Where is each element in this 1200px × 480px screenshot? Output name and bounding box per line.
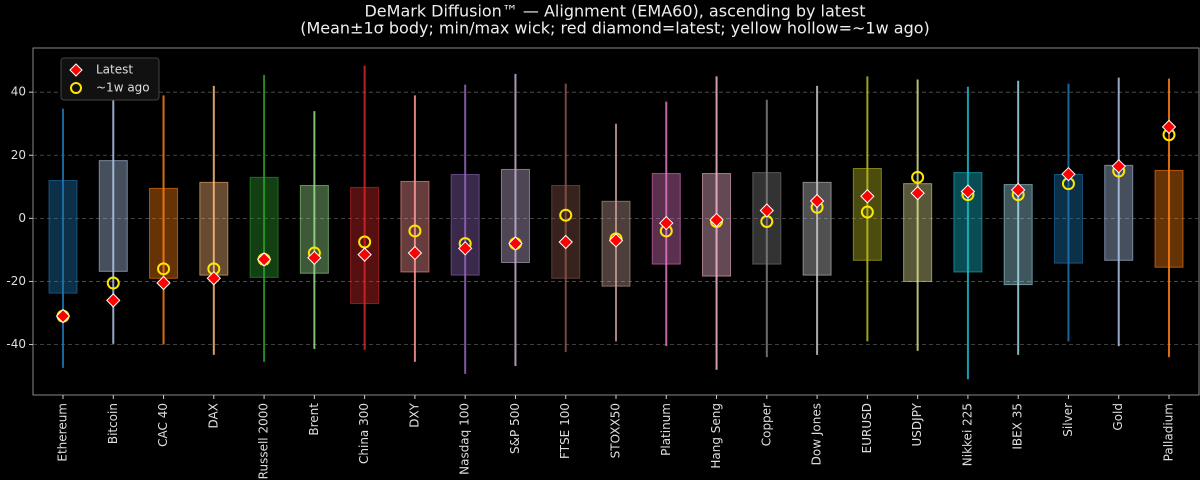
sigma-box	[48, 179, 78, 294]
latest-marker	[407, 245, 423, 261]
x-tick-label: IBEX 35	[1011, 403, 1025, 450]
latest-marker	[1061, 166, 1076, 182]
sigma-box	[802, 181, 832, 276]
x-tick-label: FTSE 100	[558, 403, 572, 459]
sigma-box	[1053, 173, 1083, 264]
latest-marker	[558, 234, 573, 250]
chart-title: DeMark Diffusion™ — Alignment (EMA60), a…	[364, 2, 865, 21]
x-tick-label: S&P 500	[508, 403, 522, 454]
x-tick-label: CAC 40	[156, 403, 170, 447]
sigma-box	[1003, 184, 1033, 286]
latest-marker	[206, 271, 222, 286]
latest-marker	[55, 308, 71, 324]
x-tick-label: USDJPY	[910, 402, 924, 446]
latest-marker	[759, 203, 775, 218]
x-tick-label: Gold	[1111, 403, 1125, 431]
week-ago-marker	[860, 205, 874, 219]
y-tick-label: 20	[11, 148, 26, 162]
latest-marker	[307, 250, 322, 265]
y-tick-label: -40	[6, 337, 26, 351]
x-tick-label: Silver	[1061, 403, 1075, 437]
week-ago-marker	[106, 276, 120, 290]
legend-marker	[69, 63, 83, 77]
x-tick-label: Nikkei 225	[960, 403, 974, 466]
latest-marker	[809, 193, 825, 209]
legend-label: ~1w ago	[96, 81, 150, 95]
sigma-box	[1154, 169, 1184, 268]
x-tick-label: Platinum	[659, 403, 673, 456]
latest-marker	[709, 212, 724, 228]
legend-box	[60, 57, 160, 101]
legend-marker	[70, 82, 82, 94]
legend-label: Latest	[96, 63, 133, 77]
sigma-box	[98, 160, 128, 272]
sigma-box	[350, 186, 380, 305]
x-tick-label: EURUSD	[860, 403, 874, 453]
x-tick-label: China 300	[357, 403, 371, 464]
latest-marker	[608, 233, 624, 248]
latest-marker	[106, 293, 121, 308]
chart-subtitle: (Mean±1σ body; min/max wick; red diamond…	[300, 19, 930, 38]
latest-marker	[457, 241, 473, 256]
latest-marker	[1161, 119, 1177, 135]
week-ago-marker	[408, 224, 422, 238]
x-tick-label: DXY	[407, 402, 421, 427]
x-tick-label: DAX	[206, 403, 220, 428]
sigma-box	[149, 187, 179, 279]
y-tick-label: 40	[11, 85, 26, 99]
x-tick-label: STOXX50	[609, 403, 623, 458]
x-tick-label: Brent	[307, 403, 321, 436]
latest-marker	[910, 185, 925, 201]
latest-marker	[1111, 159, 1126, 174]
y-tick-label: -20	[6, 274, 26, 288]
x-tick-label: Hang Seng	[709, 403, 723, 469]
sigma-box	[752, 172, 782, 265]
latest-marker	[1010, 182, 1026, 198]
x-tick-label: Palladium	[1162, 403, 1176, 461]
sigma-box	[450, 173, 480, 276]
x-tick-label: Russell 2000	[257, 403, 271, 479]
sigma-box	[551, 185, 581, 279]
latest-marker	[860, 189, 875, 204]
x-tick-label: Dow Jones	[810, 403, 824, 465]
latest-marker	[508, 236, 523, 251]
week-ago-marker	[911, 170, 925, 184]
latest-marker	[256, 252, 272, 267]
x-tick-label: Copper	[759, 403, 773, 446]
latest-marker	[156, 275, 171, 291]
latest-marker	[659, 215, 674, 231]
sigma-box	[1104, 164, 1134, 261]
sigma-box	[953, 172, 983, 273]
latest-marker	[960, 184, 976, 199]
latest-marker	[357, 247, 372, 262]
x-tick-label: Ethereum	[56, 403, 70, 462]
sigma-box	[852, 168, 882, 261]
y-tick-label: 0	[18, 211, 26, 225]
x-tick-label: Bitcoin	[106, 403, 120, 444]
week-ago-marker	[559, 208, 573, 222]
sigma-box	[199, 181, 229, 276]
x-tick-label: Nasdaq 100	[458, 403, 472, 475]
week-ago-marker	[157, 262, 171, 276]
